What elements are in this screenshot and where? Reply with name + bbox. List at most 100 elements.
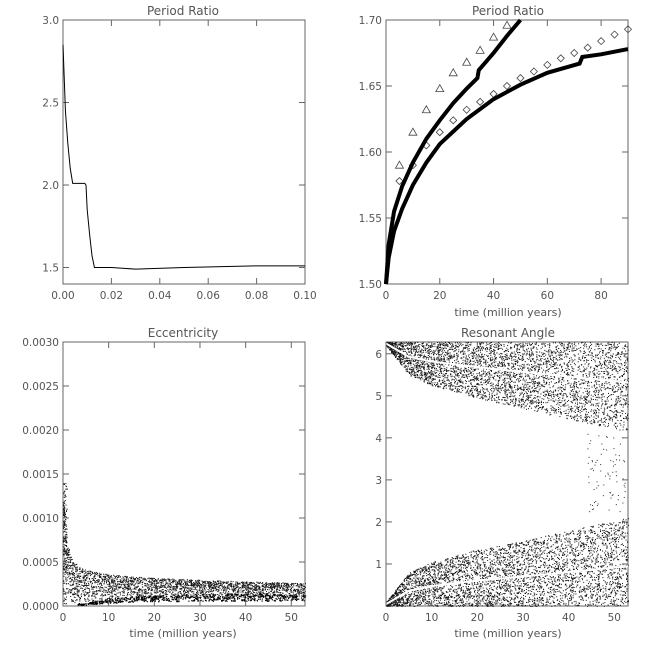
scatter-point (621, 522, 623, 524)
scatter-point (190, 580, 192, 582)
scatter-point (77, 580, 79, 582)
scatter-point (127, 592, 129, 594)
scatter-point (220, 584, 222, 586)
scatter-point (120, 600, 122, 602)
scatter-point (199, 592, 201, 594)
diamond-point (570, 48, 579, 58)
scatter-point (92, 572, 94, 574)
scatter-point (174, 594, 176, 596)
scatter-point (63, 531, 65, 533)
scatter-point (417, 578, 419, 580)
scatter-point (94, 603, 96, 605)
scatter-point (556, 600, 558, 602)
scatter-point (191, 600, 193, 602)
scatter-point (302, 591, 304, 593)
scatter-point (553, 559, 555, 561)
scatter-point (93, 577, 95, 579)
scatter-point (518, 588, 520, 590)
scatter-point (608, 576, 610, 578)
scatter-point (127, 589, 129, 591)
scatter-point (156, 598, 159, 600)
scatter-point (190, 581, 192, 583)
scatter-point (63, 603, 65, 605)
scatter-point (126, 595, 128, 597)
scatter-point (101, 603, 104, 605)
scatter-point (601, 523, 603, 525)
scatter-point (609, 528, 611, 530)
scatter-point (159, 595, 161, 598)
scatter-point (180, 592, 182, 594)
scatter-point (195, 584, 197, 586)
scatter-point (142, 577, 144, 579)
scatter-point (303, 588, 305, 590)
scatter-point (417, 569, 419, 571)
scatter-point (92, 591, 94, 593)
scatter-point (130, 591, 132, 593)
scatter-point (112, 589, 114, 591)
scatter-point (497, 593, 499, 595)
scatter-point (272, 584, 274, 586)
scatter-point (523, 594, 525, 596)
scatter-point (208, 586, 210, 588)
scatter-point (242, 582, 244, 584)
scatter-point (71, 573, 73, 575)
scatter-point (217, 581, 219, 583)
scatter-point (65, 578, 67, 580)
scatter-point (500, 564, 502, 566)
scatter-point (230, 580, 232, 582)
scatter-point (79, 597, 81, 599)
scatter-point (150, 594, 152, 596)
scatter-point (286, 586, 288, 588)
scatter-point (415, 602, 417, 604)
scatter-point (613, 571, 615, 573)
scatter-point (162, 582, 164, 584)
scatter-point (458, 559, 460, 561)
scatter-point (90, 571, 92, 573)
scatter-point (117, 600, 119, 602)
scatter-point (63, 539, 65, 541)
scatter-point (160, 591, 162, 593)
scatter-point (214, 584, 216, 586)
scatter-point (551, 566, 553, 568)
scatter-point (524, 550, 526, 552)
scatter-point (166, 593, 168, 595)
scatter-point (70, 561, 72, 563)
scatter-point (555, 536, 557, 538)
scatter-point (223, 585, 225, 587)
scatter-point (68, 553, 70, 555)
scatter-point (72, 576, 74, 578)
y-tick-label: 0.0030 (22, 337, 59, 349)
scatter-point (77, 604, 79, 606)
scatter-point (181, 585, 183, 587)
x-tick-label: 30 (193, 612, 206, 624)
scatter-point (65, 525, 67, 527)
scatter-point (163, 580, 165, 582)
scatter-point (207, 581, 209, 583)
scatter-point (209, 582, 211, 584)
scatter-point (529, 554, 531, 556)
scatter-point (232, 600, 234, 602)
scatter-point (186, 595, 188, 597)
scatter-point (69, 556, 71, 558)
scatter-point (114, 585, 116, 587)
scatter-point (137, 579, 139, 581)
scatter-point (280, 597, 282, 599)
scatter-point (63, 505, 65, 507)
scatter-point (82, 581, 84, 583)
scatter-point (575, 560, 577, 562)
scatter-point (226, 586, 228, 588)
scatter-point (144, 585, 146, 587)
scatter-point (417, 589, 419, 591)
scatter-point (63, 514, 65, 516)
scatter-point (473, 587, 475, 589)
scatter-point (577, 604, 579, 606)
scatter-point (160, 582, 162, 584)
scatter-point (485, 603, 487, 605)
scatter-point (489, 598, 491, 600)
scatter-point (87, 577, 89, 579)
scatter-point (268, 589, 270, 591)
scatter-point (147, 586, 149, 588)
scatter-point (65, 531, 67, 533)
scatter-point (289, 593, 291, 595)
scatter-point (445, 591, 447, 593)
